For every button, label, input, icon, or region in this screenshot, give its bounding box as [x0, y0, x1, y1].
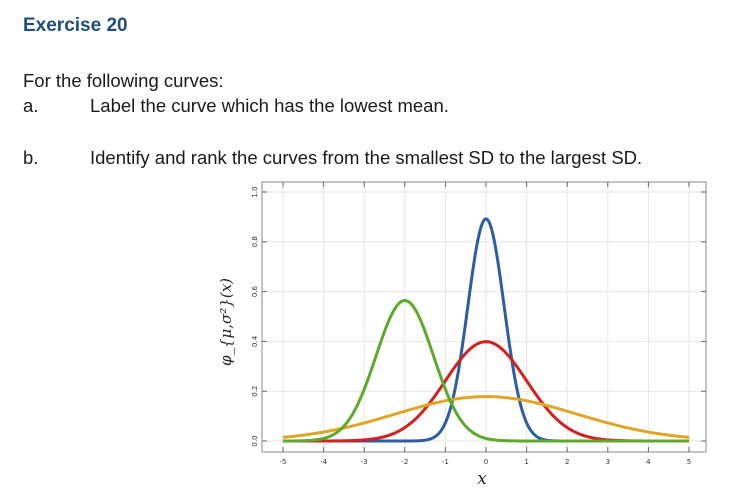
- x-tick-labels: -5 -4 -3 -2 -1 0 1 2 3 4 5: [280, 458, 692, 466]
- y-tick-label: 1.0: [251, 186, 259, 197]
- question-intro: For the following curves:: [23, 70, 224, 91]
- y-tick-label: 0.6: [251, 285, 259, 297]
- x-tick-label: -3: [361, 458, 368, 466]
- item-b-text: Identify and rank the curves from the sm…: [90, 147, 643, 168]
- x-tick-label: 3: [606, 458, 610, 466]
- curve-4: [282, 299, 690, 443]
- y-axis-label: φ_{μ,σ²}(x): [217, 278, 235, 366]
- x-axis-label: x: [477, 469, 487, 489]
- y-tick-labels: 0.0 0.2 0.4 0.6 0.8 1.0: [251, 186, 259, 446]
- x-tick-label: -5: [280, 458, 287, 466]
- tick-marks: [262, 182, 706, 452]
- exercise-title: Exercise 20: [23, 15, 128, 36]
- plot-frame: [261, 181, 707, 453]
- curves: [282, 217, 690, 443]
- curve-3: [282, 395, 690, 439]
- y-tick-label: 0.0: [251, 435, 259, 446]
- x-tick-label: 2: [565, 458, 569, 466]
- x-tick-label: -1: [442, 458, 449, 466]
- item-a-text: Label the curve which has the lowest mea…: [90, 95, 449, 116]
- x-tick-label: 4: [646, 458, 651, 466]
- x-tick-label: 0: [484, 458, 488, 466]
- y-tick-label: 0.8: [251, 236, 259, 247]
- x-tick-label: -2: [401, 458, 408, 466]
- item-b-letter: b.: [23, 147, 39, 168]
- y-tick-label: 0.4: [251, 335, 259, 347]
- item-a-letter: a.: [23, 95, 39, 116]
- x-tick-label: 1: [524, 458, 528, 466]
- x-tick-label: 5: [687, 458, 691, 466]
- y-tick-label: 0.2: [251, 386, 259, 397]
- x-tick-label: -4: [320, 458, 328, 466]
